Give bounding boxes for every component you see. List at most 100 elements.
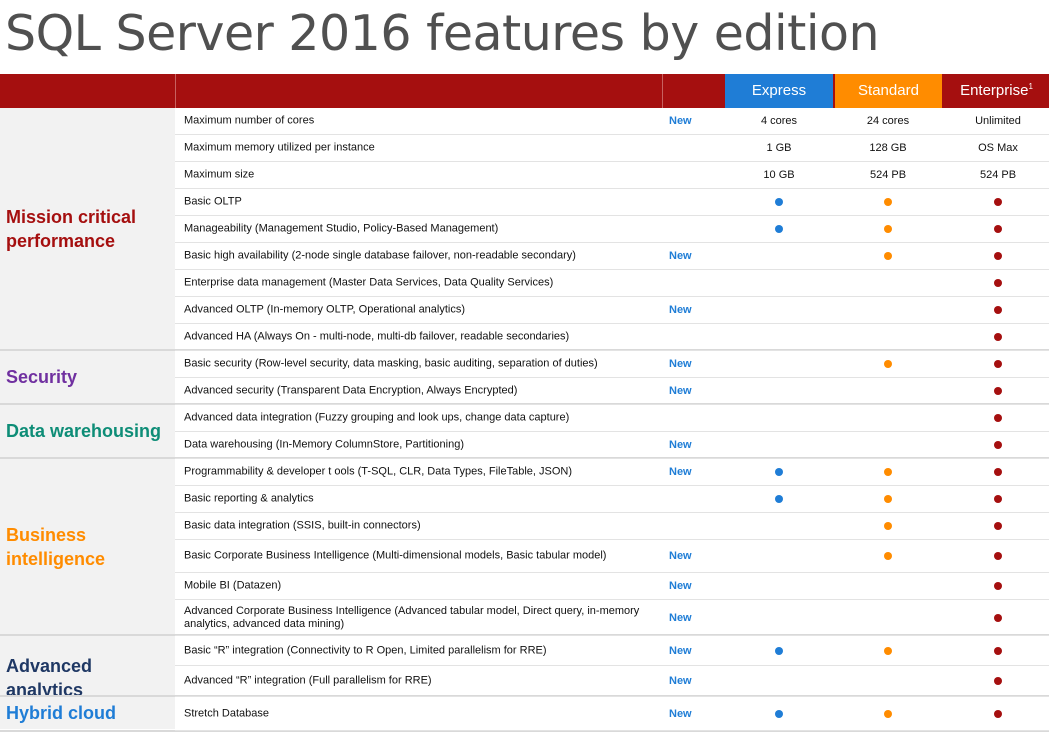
included-dot-icon — [994, 495, 1002, 504]
enterprise-included-dot — [944, 331, 1049, 343]
feature-row: Maximum size 10 GB 524 PB 524 PB — [175, 162, 1049, 189]
feature-name: Maximum size — [184, 168, 255, 181]
new-badge: New — [669, 466, 692, 478]
feature-row: Basic OLTP — [175, 189, 1049, 216]
feature-row: Advanced “R” integration (Full paralleli… — [175, 666, 1049, 697]
included-dot-icon — [775, 198, 783, 207]
new-badge: New — [669, 439, 692, 451]
enterprise-included-dot — [944, 520, 1049, 532]
included-dot-icon — [775, 225, 783, 234]
enterprise-included-dot — [944, 277, 1049, 289]
feature-row: Advanced data integration (Fuzzy groupin… — [175, 405, 1049, 432]
standard-value: 128 GB — [869, 142, 907, 154]
feature-row: Basic high availability (2-node single d… — [175, 243, 1049, 270]
feature-row: Data warehousing (In-Memory ColumnStore,… — [175, 432, 1049, 459]
included-dot-icon — [994, 279, 1002, 288]
feature-row: Advanced OLTP (In-memory OLTP, Operation… — [175, 297, 1049, 324]
standard-included-dot — [834, 550, 942, 562]
express-value: 10 GB — [763, 169, 795, 181]
edition-label: Express — [751, 82, 807, 99]
express-included-dot — [725, 708, 833, 720]
table-bottom-border — [0, 730, 1049, 732]
feature-row: Stretch Database New — [175, 697, 1049, 731]
included-dot-icon — [994, 441, 1002, 450]
enterprise-included-dot — [944, 550, 1049, 562]
included-dot-icon — [884, 495, 892, 504]
feature-name: Basic “R” integration (Connectivity to R… — [184, 644, 547, 656]
feature-name: Enterprise data management (Master Data … — [184, 276, 554, 289]
new-badge: New — [669, 385, 692, 397]
feature-row: Maximum memory utilized per instance 1 GB… — [175, 135, 1049, 162]
express-included-dot — [725, 196, 833, 208]
feature-row: Manageability (Management Studio, Policy… — [175, 216, 1049, 243]
standard-included-dot — [834, 196, 942, 208]
category-cell — [0, 405, 175, 457]
enterprise-included-dot — [944, 439, 1049, 451]
standard-included-dot — [834, 520, 942, 532]
included-dot-icon — [884, 225, 892, 234]
standard-value: 24 cores — [866, 115, 910, 127]
standard-included-dot — [834, 645, 942, 657]
new-badge: New — [669, 611, 692, 624]
header-divider — [662, 74, 663, 108]
enterprise-included-dot — [944, 412, 1049, 424]
new-badge: New — [669, 707, 692, 720]
feature-name: Manageability (Management Studio, Policy… — [184, 222, 499, 235]
enterprise-included-dot — [944, 358, 1049, 370]
feature-name: Advanced “R” integration (Full paralleli… — [184, 674, 432, 687]
category-cell — [0, 636, 175, 695]
enterprise-included-dot — [944, 385, 1049, 397]
included-dot-icon — [994, 709, 1002, 718]
feature-name: Advanced OLTP (In-memory OLTP, Operation… — [184, 303, 466, 316]
feature-row: Basic Corporate Business Intelligence (M… — [175, 540, 1049, 573]
included-dot-icon — [994, 522, 1002, 531]
enterprise-included-dot — [944, 645, 1049, 657]
express-included-dot — [725, 223, 833, 235]
included-dot-icon — [775, 468, 783, 477]
category-cell — [0, 351, 175, 403]
included-dot-icon — [994, 360, 1002, 369]
category-cell — [0, 459, 175, 634]
included-dot-icon — [994, 306, 1002, 315]
feature-name: Basic OLTP — [184, 195, 242, 208]
edition-label: Enterprise — [960, 82, 1029, 99]
express-included-dot — [725, 645, 833, 657]
feature-row: Basic security (Row-level security, data… — [175, 351, 1049, 378]
feature-name: Basic data integration (SSIS, built-in c… — [184, 519, 421, 532]
footnote-marker: 1 — [1028, 82, 1033, 91]
new-badge: New — [669, 550, 692, 562]
feature-name: Maximum number of cores — [184, 114, 315, 127]
enterprise-included-dot — [944, 675, 1049, 687]
standard-included-dot — [834, 466, 942, 478]
enterprise-included-dot — [944, 223, 1049, 235]
included-dot-icon — [994, 468, 1002, 477]
new-badge: New — [669, 304, 692, 316]
included-dot-icon — [994, 582, 1002, 591]
enterprise-included-dot — [944, 304, 1049, 316]
feature-row: Advanced Corporate Business Intelligence… — [175, 600, 1049, 636]
new-badge: New — [669, 358, 692, 370]
category-label: Business intelligence — [6, 525, 106, 569]
express-included-dot — [725, 493, 833, 505]
feature-name: Advanced security (Transparent Data Encr… — [184, 384, 518, 397]
feature-name: Data warehousing (In-Memory ColumnStore,… — [184, 438, 465, 451]
category-label: Mission critical performance — [6, 207, 137, 251]
included-dot-icon — [775, 495, 783, 504]
new-badge: New — [669, 675, 692, 687]
enterprise-included-dot — [944, 580, 1049, 592]
feature-name: Stretch Database — [184, 707, 269, 719]
feature-name: Basic Corporate Business Intelligence (M… — [184, 549, 607, 562]
express-value: 1 GB — [766, 142, 792, 154]
category-cell — [0, 697, 175, 729]
feature-row: Advanced HA (Always On - multi-node, mul… — [175, 324, 1049, 351]
new-badge: New — [669, 580, 692, 592]
feature-name: Advanced data integration (Fuzzy groupin… — [184, 411, 570, 424]
feature-name: Advanced Corporate Business Intelligence… — [184, 604, 640, 630]
enterprise-included-dot — [944, 708, 1049, 720]
included-dot-icon — [994, 646, 1002, 655]
edition-label: Standard — [858, 82, 919, 99]
included-dot-icon — [884, 709, 892, 718]
enterprise-included-dot — [944, 250, 1049, 262]
standard-included-dot — [834, 223, 942, 235]
included-dot-icon — [994, 387, 1002, 396]
